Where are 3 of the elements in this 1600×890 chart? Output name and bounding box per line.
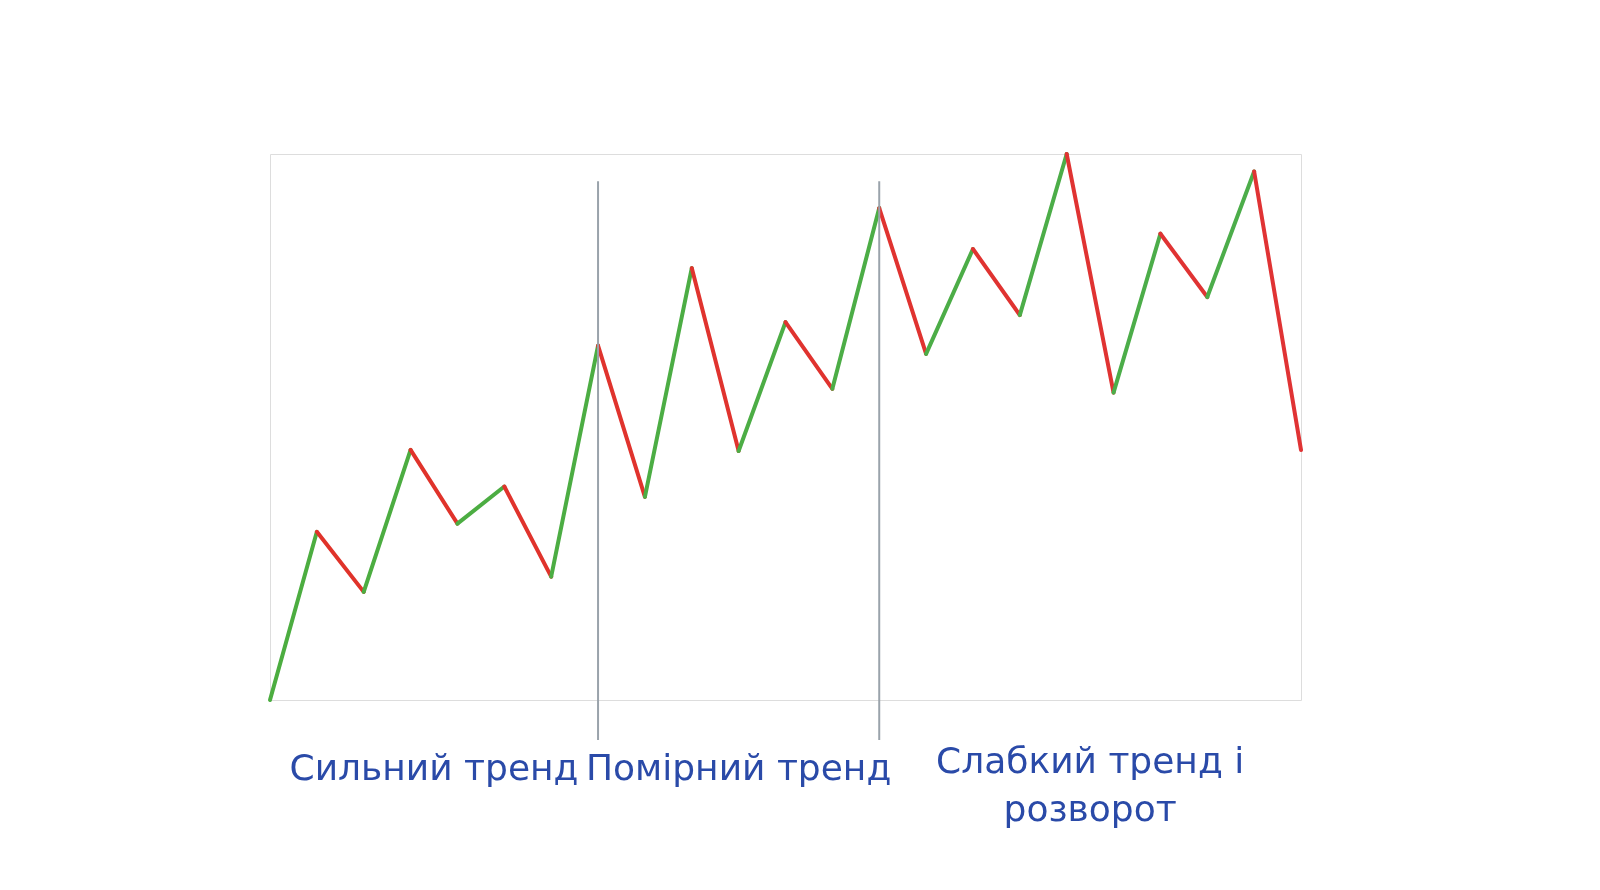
text: Сильний тренд: [289, 747, 579, 788]
text: Слабкий тренд і розворот: [936, 740, 1245, 829]
text: Помірний тренд: [586, 747, 892, 788]
